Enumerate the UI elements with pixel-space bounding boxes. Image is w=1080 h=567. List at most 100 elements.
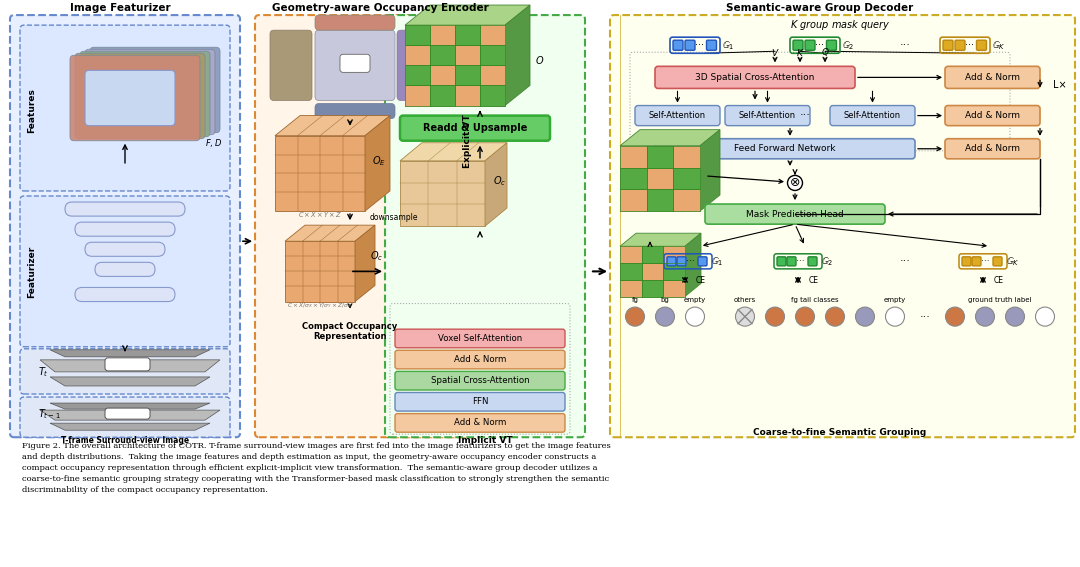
- FancyBboxPatch shape: [315, 104, 395, 119]
- Polygon shape: [405, 5, 530, 25]
- Text: Self-Attention: Self-Attention: [739, 111, 796, 120]
- Text: $V$: $V$: [771, 46, 780, 58]
- Polygon shape: [400, 161, 485, 226]
- Text: ···: ···: [982, 257, 989, 266]
- FancyBboxPatch shape: [395, 329, 565, 348]
- FancyBboxPatch shape: [105, 358, 150, 371]
- Text: $C \times X \times Y \times Z$: $C \times X \times Y \times Z$: [298, 210, 342, 219]
- FancyBboxPatch shape: [405, 65, 430, 86]
- Text: CE: CE: [994, 276, 1004, 285]
- FancyBboxPatch shape: [21, 349, 230, 394]
- FancyBboxPatch shape: [620, 167, 647, 189]
- FancyBboxPatch shape: [10, 15, 240, 437]
- FancyBboxPatch shape: [725, 105, 810, 126]
- Polygon shape: [40, 360, 220, 372]
- FancyBboxPatch shape: [75, 287, 175, 302]
- Text: Self-Attention: Self-Attention: [843, 111, 901, 120]
- Text: FFN: FFN: [472, 397, 488, 407]
- FancyBboxPatch shape: [455, 86, 480, 105]
- Text: 3D Spatial Cross-Attention: 3D Spatial Cross-Attention: [696, 73, 814, 82]
- FancyBboxPatch shape: [673, 167, 700, 189]
- FancyBboxPatch shape: [962, 257, 971, 266]
- Text: $C \times X/\sigma_X \times Y/\sigma_Y \times Z/\sigma_Z$: $C \times X/\sigma_X \times Y/\sigma_Y \…: [287, 301, 352, 310]
- Text: Semantic-aware Group Decoder: Semantic-aware Group Decoder: [727, 3, 914, 13]
- Text: others: others: [734, 297, 756, 303]
- Text: $\mathbb{G}_2$: $\mathbb{G}_2$: [842, 39, 854, 52]
- Polygon shape: [275, 116, 390, 136]
- FancyBboxPatch shape: [405, 45, 430, 65]
- Circle shape: [656, 307, 675, 326]
- Polygon shape: [620, 146, 700, 211]
- FancyBboxPatch shape: [805, 40, 815, 50]
- Circle shape: [766, 307, 784, 326]
- Circle shape: [945, 307, 964, 326]
- Text: ···: ···: [815, 40, 824, 50]
- Text: Add & Norm: Add & Norm: [966, 73, 1020, 82]
- Text: empty: empty: [883, 297, 906, 303]
- FancyBboxPatch shape: [405, 25, 430, 45]
- Polygon shape: [620, 233, 701, 246]
- FancyBboxPatch shape: [673, 146, 700, 167]
- FancyBboxPatch shape: [793, 40, 804, 50]
- Text: $\mathbb{G}_1$: $\mathbb{G}_1$: [711, 255, 724, 268]
- FancyBboxPatch shape: [620, 246, 642, 263]
- Text: Image Featurizer: Image Featurizer: [70, 3, 171, 13]
- FancyBboxPatch shape: [685, 40, 696, 50]
- Polygon shape: [685, 233, 701, 297]
- Text: Feed Forward Network: Feed Forward Network: [734, 144, 836, 153]
- Text: Add & Norm: Add & Norm: [454, 418, 507, 428]
- Text: fg: fg: [632, 297, 638, 303]
- Text: ···: ···: [966, 40, 974, 50]
- FancyBboxPatch shape: [673, 40, 683, 50]
- FancyBboxPatch shape: [610, 15, 1075, 437]
- FancyBboxPatch shape: [943, 40, 953, 50]
- Polygon shape: [50, 403, 210, 409]
- Text: ···: ···: [799, 111, 810, 121]
- Polygon shape: [355, 225, 375, 302]
- FancyBboxPatch shape: [677, 257, 686, 266]
- FancyBboxPatch shape: [654, 139, 915, 159]
- FancyBboxPatch shape: [945, 66, 1040, 88]
- Circle shape: [855, 307, 875, 326]
- FancyBboxPatch shape: [395, 413, 565, 432]
- Circle shape: [625, 307, 645, 326]
- Text: $K$ group mask query: $K$ group mask query: [789, 18, 890, 32]
- FancyBboxPatch shape: [21, 397, 230, 437]
- FancyBboxPatch shape: [705, 204, 885, 224]
- Text: $O_E$: $O_E$: [372, 154, 386, 168]
- FancyBboxPatch shape: [698, 257, 707, 266]
- Text: ground truth label: ground truth label: [969, 297, 1031, 303]
- Text: Figure 2. The overall architecture of COTR. T-frame surround-view images are fir: Figure 2. The overall architecture of CO…: [22, 442, 610, 494]
- Circle shape: [787, 175, 802, 191]
- FancyBboxPatch shape: [480, 25, 505, 45]
- Text: L×: L×: [1053, 81, 1067, 91]
- FancyBboxPatch shape: [455, 65, 480, 86]
- Polygon shape: [40, 410, 220, 420]
- FancyBboxPatch shape: [480, 65, 505, 86]
- Text: Implicit VT: Implicit VT: [458, 436, 512, 445]
- FancyBboxPatch shape: [808, 257, 816, 266]
- FancyBboxPatch shape: [430, 65, 455, 86]
- Text: $\mathbb{G}_K$: $\mathbb{G}_K$: [993, 39, 1005, 52]
- Text: Add & Norm: Add & Norm: [966, 111, 1020, 120]
- FancyBboxPatch shape: [673, 189, 700, 211]
- Text: $O_c$: $O_c$: [370, 249, 383, 263]
- Text: $T_t$: $T_t$: [38, 365, 49, 379]
- FancyBboxPatch shape: [400, 116, 550, 141]
- Circle shape: [686, 307, 704, 326]
- Text: bg: bg: [661, 297, 670, 303]
- Text: CE: CE: [696, 276, 706, 285]
- Circle shape: [886, 307, 905, 326]
- FancyBboxPatch shape: [620, 189, 647, 211]
- Text: $O$: $O$: [536, 54, 544, 66]
- FancyBboxPatch shape: [397, 30, 438, 100]
- Text: ···: ···: [919, 312, 931, 321]
- Polygon shape: [285, 225, 375, 241]
- FancyBboxPatch shape: [75, 53, 205, 139]
- FancyBboxPatch shape: [21, 196, 230, 347]
- FancyBboxPatch shape: [480, 45, 505, 65]
- Polygon shape: [50, 350, 210, 357]
- FancyBboxPatch shape: [405, 86, 430, 105]
- Text: CE: CE: [809, 276, 819, 285]
- Polygon shape: [285, 241, 355, 302]
